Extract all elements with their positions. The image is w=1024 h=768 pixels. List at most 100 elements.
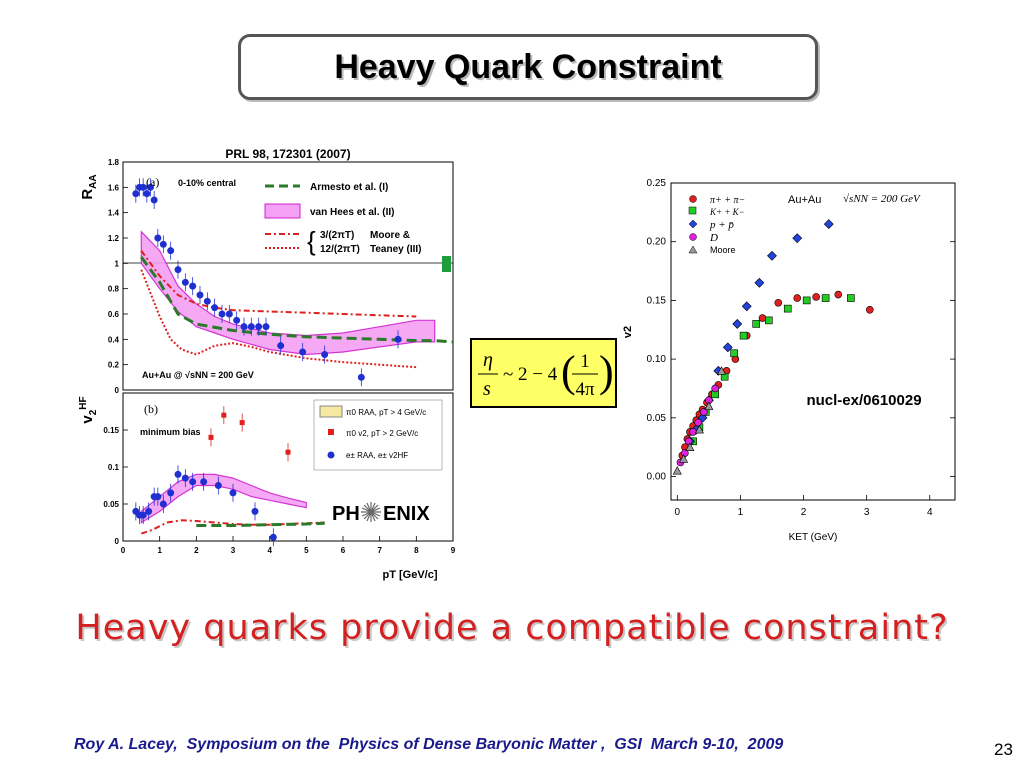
point-d-meson (711, 384, 719, 393)
point-electron (159, 500, 167, 508)
band-vanhees (140, 473, 307, 524)
formula-paren-right: ) (599, 347, 614, 396)
curve-3-2-t- (140, 250, 417, 318)
point-proton (741, 301, 752, 312)
point-electron (211, 304, 219, 312)
point-moore (704, 401, 714, 410)
formula-eta: η (483, 349, 493, 371)
y-tick-label: 1.6 (108, 183, 120, 192)
x-tick-label: 1 (157, 546, 162, 555)
point-kaon (821, 294, 830, 302)
point-electron (299, 348, 307, 356)
point-electron (145, 507, 153, 515)
point-electron (229, 489, 237, 497)
y-tick-label: 0.8 (108, 285, 120, 294)
point-electron (159, 240, 167, 248)
point-kaon (739, 331, 748, 340)
point-electron (139, 511, 147, 519)
legend-kaon-swatch (688, 206, 697, 215)
panel-a-label: (a) (146, 175, 159, 189)
point-kaon (783, 304, 792, 313)
citation: PRL 98, 172301 (2007) (225, 147, 350, 161)
y-tick-label: 0.05 (103, 500, 119, 509)
point-electron (189, 282, 197, 290)
point-kaon (752, 320, 760, 328)
point-electron (147, 183, 154, 191)
point-electron (181, 474, 189, 482)
y-tick-label: 1.8 (108, 158, 120, 167)
point-pion (793, 294, 802, 302)
point-electron (269, 533, 277, 541)
legend-pi0-v2-label: π0 v2, pT > 2 GeV/c (346, 429, 418, 438)
x-tick-label: 7 (377, 546, 382, 555)
point-electron (174, 470, 182, 478)
point-electron (167, 247, 175, 255)
phenix-logo: PH ENIX (332, 502, 430, 525)
legend-proton-swatch (688, 219, 698, 229)
curve-12-2-t- (140, 269, 417, 369)
conclusion-text: Heavy quarks provide a compatible constr… (75, 608, 949, 648)
legend-d-swatch (689, 233, 697, 241)
point-electron (262, 323, 270, 331)
y-tick-label: 0.15 (103, 426, 119, 435)
y-tick-label: 1.2 (108, 234, 120, 243)
point-kaon (847, 294, 855, 302)
point-electron (251, 507, 259, 515)
system-label-b: Au+Au (788, 194, 821, 206)
slide-title: Heavy Quark Constraint (334, 47, 722, 86)
point-moore (685, 442, 695, 451)
point-pion (774, 298, 783, 307)
point-electron (225, 310, 233, 318)
x-tick-label: 9 (451, 546, 456, 555)
point-pion (812, 293, 820, 301)
y-tick-label: 0.6 (108, 310, 120, 319)
point-electron (189, 478, 197, 486)
x-tick-label: 6 (341, 546, 346, 555)
point-electron (139, 183, 147, 191)
legend-moore-swatch (688, 245, 698, 254)
point-proton (823, 219, 834, 230)
y-tick-label: 0.25 (647, 178, 667, 189)
x-tick-label: 0 (121, 546, 126, 555)
x-tick-label: 1 (738, 507, 744, 518)
point-electron (321, 351, 329, 359)
point-electron (196, 291, 204, 299)
x-tick-label: 4 (267, 546, 272, 555)
point-moore (716, 366, 726, 375)
eta-over-s-formula: η s ~ 2 − 4 ( 1 4π ) (470, 338, 617, 408)
y-tick-label: 0.4 (108, 335, 120, 344)
title-box: Heavy Quark Constraint (238, 34, 818, 100)
centrality-label: 0-10% central (178, 178, 236, 188)
minbias-label: minimum bias (140, 427, 201, 437)
point-electron (200, 478, 208, 486)
legend-d-label: D (709, 232, 718, 244)
point-moore (672, 466, 682, 475)
point-electron (154, 234, 162, 242)
page-number: 23 (994, 740, 1013, 759)
phenix-logo-right: ENIX (383, 503, 430, 525)
left-figure: PRL 98, 172301 (2007) 0 0.2 0.4 0.6 0.8 1 1.2 1… (78, 147, 456, 581)
system-label-a: Au+Au @ √sNN = 200 GeV (142, 370, 254, 380)
y-tick-label: 0.2 (108, 361, 120, 370)
point-electron (277, 342, 285, 350)
y-tick-label: 0.20 (647, 237, 667, 248)
point-electron (218, 310, 226, 318)
point-electron (255, 323, 263, 331)
x-tick-label: 4 (927, 507, 933, 518)
y-tick-label: 0.05 (647, 413, 667, 424)
v2hf-ylabel: v2HF (78, 396, 99, 423)
raa-ylabel: RAA (79, 174, 99, 199)
y-tick-label: 0.15 (647, 295, 667, 306)
point-pi0-v2 (239, 420, 245, 426)
v2-ylabel: v2 (622, 326, 634, 338)
legend-armesto-label: Armesto et al. (I) (310, 182, 388, 193)
formula-approx: ~ 2 − 4 (503, 364, 558, 385)
right-figure: 0.00 0.05 0.10 0.15 0.20 0.25 0 1 2 3 4 π+ + π− K+… (622, 178, 956, 543)
x-tick-label: 2 (801, 507, 807, 518)
formula-one: 1 (580, 351, 590, 372)
raa-norm-box (442, 256, 451, 272)
legend-moore-12-label: 12/(2πT) (320, 244, 360, 255)
legend-moore-label: Moore & (370, 230, 410, 241)
point-electron (203, 297, 211, 305)
point-electron (181, 278, 189, 286)
